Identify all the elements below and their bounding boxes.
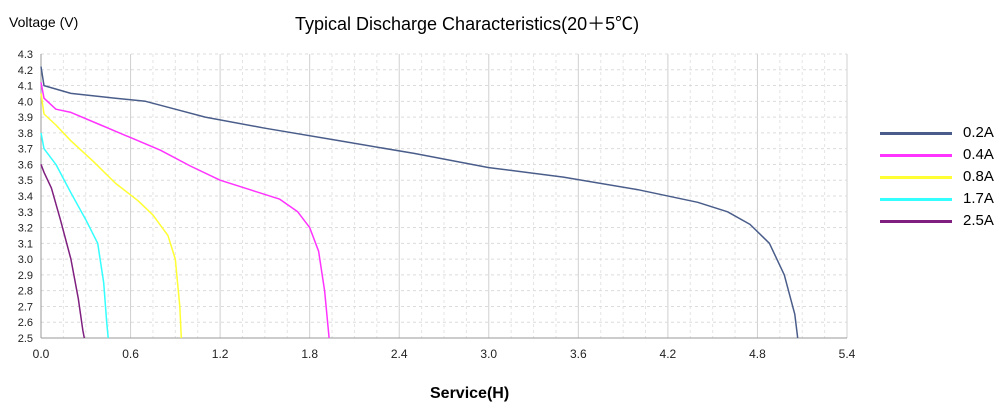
series-line-0-8A [40, 93, 183, 339]
x-tick-label: 1.2 [212, 347, 229, 361]
series-line-1-7A [40, 132, 109, 339]
y-tick-label: 4.2 [18, 65, 33, 77]
y-tick-label: 3.8 [18, 128, 33, 140]
y-tick-label: 3.7 [18, 144, 33, 156]
series-line-0-2A [40, 66, 799, 339]
y-tick-label: 3.3 [18, 207, 33, 219]
y-tick-label: 4.3 [18, 49, 33, 61]
y-tick-label: 2.5 [18, 333, 33, 345]
y-tick-label: 4.0 [18, 96, 33, 108]
y-tick-label: 2.6 [18, 317, 33, 329]
legend-label: 0.8A [963, 168, 994, 185]
legend-label: 1.7A [963, 190, 994, 207]
y-tick-label: 3.0 [18, 254, 33, 266]
x-tick-label: 4.8 [749, 347, 766, 361]
y-tick-label: 3.5 [18, 175, 33, 187]
y-tick-label: 3.4 [18, 191, 33, 203]
x-tick-label: 2.4 [391, 347, 408, 361]
legend-item: 0.8A [880, 168, 1005, 190]
legend-item: 2.5A [880, 212, 1005, 234]
x-tick-label: 1.8 [301, 347, 318, 361]
y-tick-label: 3.9 [18, 112, 33, 124]
y-tick-label: 2.7 [18, 301, 33, 313]
legend-swatch [880, 198, 952, 201]
x-tick-label: 4.2 [660, 347, 677, 361]
legend-item: 1.7A [880, 190, 1005, 212]
legend-label: 2.5A [963, 212, 994, 229]
x-tick-label: 0.6 [122, 347, 139, 361]
legend-label: 0.4A [963, 146, 994, 163]
legend: 0.2A 0.4A 0.8A 1.7A 2.5A [880, 124, 1005, 234]
x-tick-label: 5.4 [839, 347, 856, 361]
x-axis-title: Service(H) [430, 385, 510, 402]
y-tick-label: 3.2 [18, 223, 33, 235]
legend-swatch [880, 132, 952, 135]
legend-swatch [880, 176, 952, 179]
series-line-0-4A [40, 82, 330, 339]
y-axis-title: Voltage (V) [9, 14, 79, 30]
legend-label: 0.2A [963, 124, 994, 141]
legend-item: 0.2A [880, 124, 1005, 146]
legend-item: 0.4A [880, 146, 1005, 168]
series-line-2-5A [40, 164, 86, 339]
x-tick-label: 0.0 [33, 347, 50, 361]
y-tick-label: 2.9 [18, 270, 33, 282]
legend-swatch [880, 220, 952, 223]
y-tick-label: 3.1 [18, 238, 33, 250]
y-tick-label: 2.8 [18, 286, 33, 298]
y-tick-label: 4.1 [18, 81, 33, 93]
x-tick-label: 3.0 [480, 347, 497, 361]
chart-title: Typical Discharge Characteristics(20＋5℃) [295, 14, 640, 34]
y-tick-label: 3.6 [18, 159, 33, 171]
x-tick-label: 3.6 [570, 347, 587, 361]
legend-swatch [880, 154, 952, 157]
